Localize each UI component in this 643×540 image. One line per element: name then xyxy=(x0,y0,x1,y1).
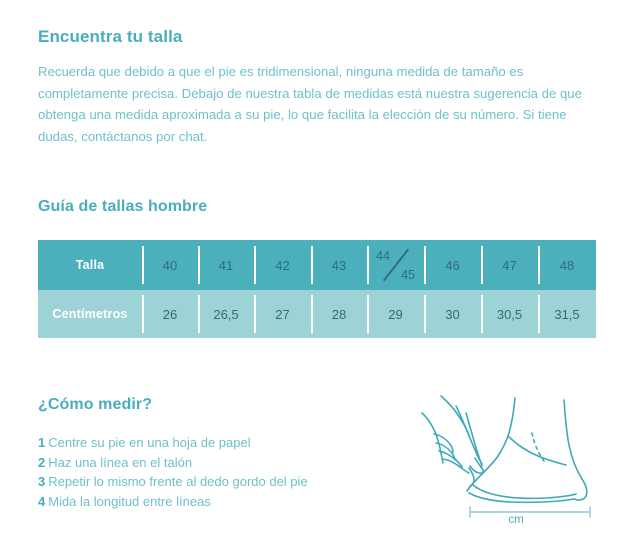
cell-size-43: 43 xyxy=(311,240,367,290)
cell-cm-26-5: 26,5 xyxy=(198,290,254,338)
foot-measuring-illustration xyxy=(412,388,612,534)
step-text: Centre su pie en una hoja de papel xyxy=(48,435,251,450)
foot-and-hand-icon xyxy=(421,395,591,518)
step-number: 3 xyxy=(38,474,46,489)
cell-size-48: 48 xyxy=(538,240,596,290)
cell-size-41: 41 xyxy=(198,240,254,290)
row-label-sizes: Talla xyxy=(38,240,142,290)
cell-cm-26: 26 xyxy=(142,290,198,338)
ruler-bar xyxy=(469,506,591,518)
cell-cm-28: 28 xyxy=(311,290,367,338)
list-item: 3 Repetir lo mismo frente al dedo gordo d… xyxy=(38,472,408,492)
cell-cm-27: 27 xyxy=(254,290,311,338)
cell-size-40: 40 xyxy=(142,240,198,290)
split-size-top: 44 xyxy=(376,249,390,263)
split-size-bottom: 45 xyxy=(401,268,415,282)
cell-cm-30: 30 xyxy=(424,290,481,338)
list-item: 4 Mida la longitud entre líneas xyxy=(38,492,408,512)
list-item: 2 Haz una línea en el talón xyxy=(38,453,408,473)
cell-size-47: 47 xyxy=(481,240,538,290)
table-row-sizes: Talla 40 41 42 43 44 45 46 47 48 xyxy=(38,240,596,290)
row-label-centimeters: Centímetros xyxy=(38,290,142,338)
intro-paragraph: Recuerda que debido a que el pie es trid… xyxy=(38,64,582,144)
cell-size-46: 46 xyxy=(424,240,481,290)
step-number: 4 xyxy=(38,493,46,509)
size-guide-heading: Guía de tallas hombre xyxy=(38,198,208,215)
cell-size-44-45: 44 45 xyxy=(367,240,424,290)
step-text: Repetir lo mismo frente al dedo gordo de… xyxy=(48,474,308,489)
cell-cm-31-5: 31,5 xyxy=(538,290,596,338)
how-to-measure-heading: ¿Cómo medir? xyxy=(38,396,153,413)
step-text: Mida la longitud entre líneas xyxy=(48,493,211,509)
cell-cm-29: 29 xyxy=(367,290,424,338)
step-number: 2 xyxy=(38,454,46,470)
cell-cm-30-5: 30,5 xyxy=(481,290,538,338)
measure-steps-list: 1 Centre su pie en una hoja de papel 2 Haz… xyxy=(38,433,408,511)
list-item: 1 Centre su pie en una hoja de papel xyxy=(38,433,408,453)
step-number: 1 xyxy=(38,435,46,450)
table-row-centimeters: Centímetros 26 26,5 27 28 29 30 30,5 31,… xyxy=(38,290,596,338)
page-title: Encuentra tu talla xyxy=(38,27,183,46)
size-table: Talla 40 41 42 43 44 45 46 47 48 Centíme… xyxy=(38,240,596,338)
step-text: Haz una línea en el talón xyxy=(48,454,193,470)
cell-size-42: 42 xyxy=(254,240,311,290)
